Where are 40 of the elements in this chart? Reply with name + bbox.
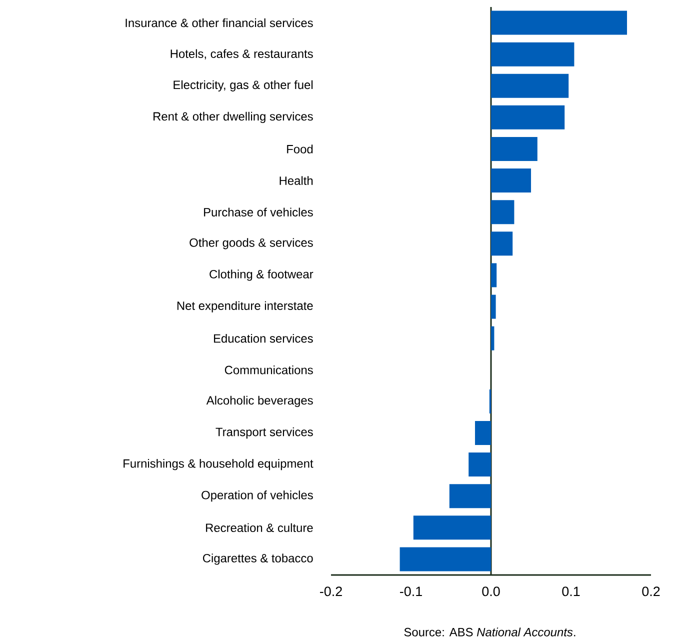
bar [491, 200, 514, 224]
bar [449, 484, 492, 508]
y-tick-label: Other goods & services [190, 238, 313, 250]
bar [491, 168, 532, 193]
bar [491, 136, 538, 161]
y-tick-label: Electricity, gas & other fuel [174, 80, 313, 92]
y-tick-label: Food [287, 144, 313, 154]
bar [475, 420, 492, 445]
bar [491, 294, 496, 319]
bar [491, 326, 494, 350]
x-tick-label: -0.1 [400, 586, 422, 596]
y-tick-label: Education services [214, 334, 313, 343]
y-tick-label: Clothing & footwear [210, 270, 314, 281]
bar [491, 232, 513, 256]
y-tick-label: Hotels, cafes & restaurants [170, 49, 313, 60]
x-tick-label: -0.2 [320, 586, 342, 596]
source-note: Source: ABS National Accounts. [404, 628, 576, 636]
y-tick-label: Recreation & culture [206, 523, 313, 532]
bar [491, 263, 497, 288]
y-tick-label: Purchase of vehicles [204, 208, 313, 216]
bar [413, 516, 492, 540]
bar [491, 10, 628, 35]
y-tick-label: Health [280, 176, 313, 185]
y-tick-label: Alcoholic beverages [206, 396, 313, 408]
bar [491, 105, 565, 130]
bar [400, 547, 492, 572]
x-tick-label: 0.0 [482, 586, 500, 596]
bar [491, 42, 574, 66]
y-tick-label: Operation of vehicles [202, 490, 313, 502]
y-tick-label: Transport services [216, 427, 313, 439]
x-tick-label: 0.2 [642, 586, 660, 596]
y-tick-label: Furnishings & household equipment [124, 458, 314, 470]
y-tick-label: Communications [224, 365, 313, 374]
bar [491, 74, 569, 98]
y-tick-label: Insurance & other financial services [126, 18, 313, 28]
x-tick-label: 0.1 [562, 586, 580, 596]
y-tick-label: Cigarettes & tobacco [202, 554, 313, 565]
y-tick-label: Rent & other dwelling services [154, 112, 313, 124]
y-tick-label: Net expenditure interstate [177, 301, 313, 312]
bar [468, 452, 492, 477]
